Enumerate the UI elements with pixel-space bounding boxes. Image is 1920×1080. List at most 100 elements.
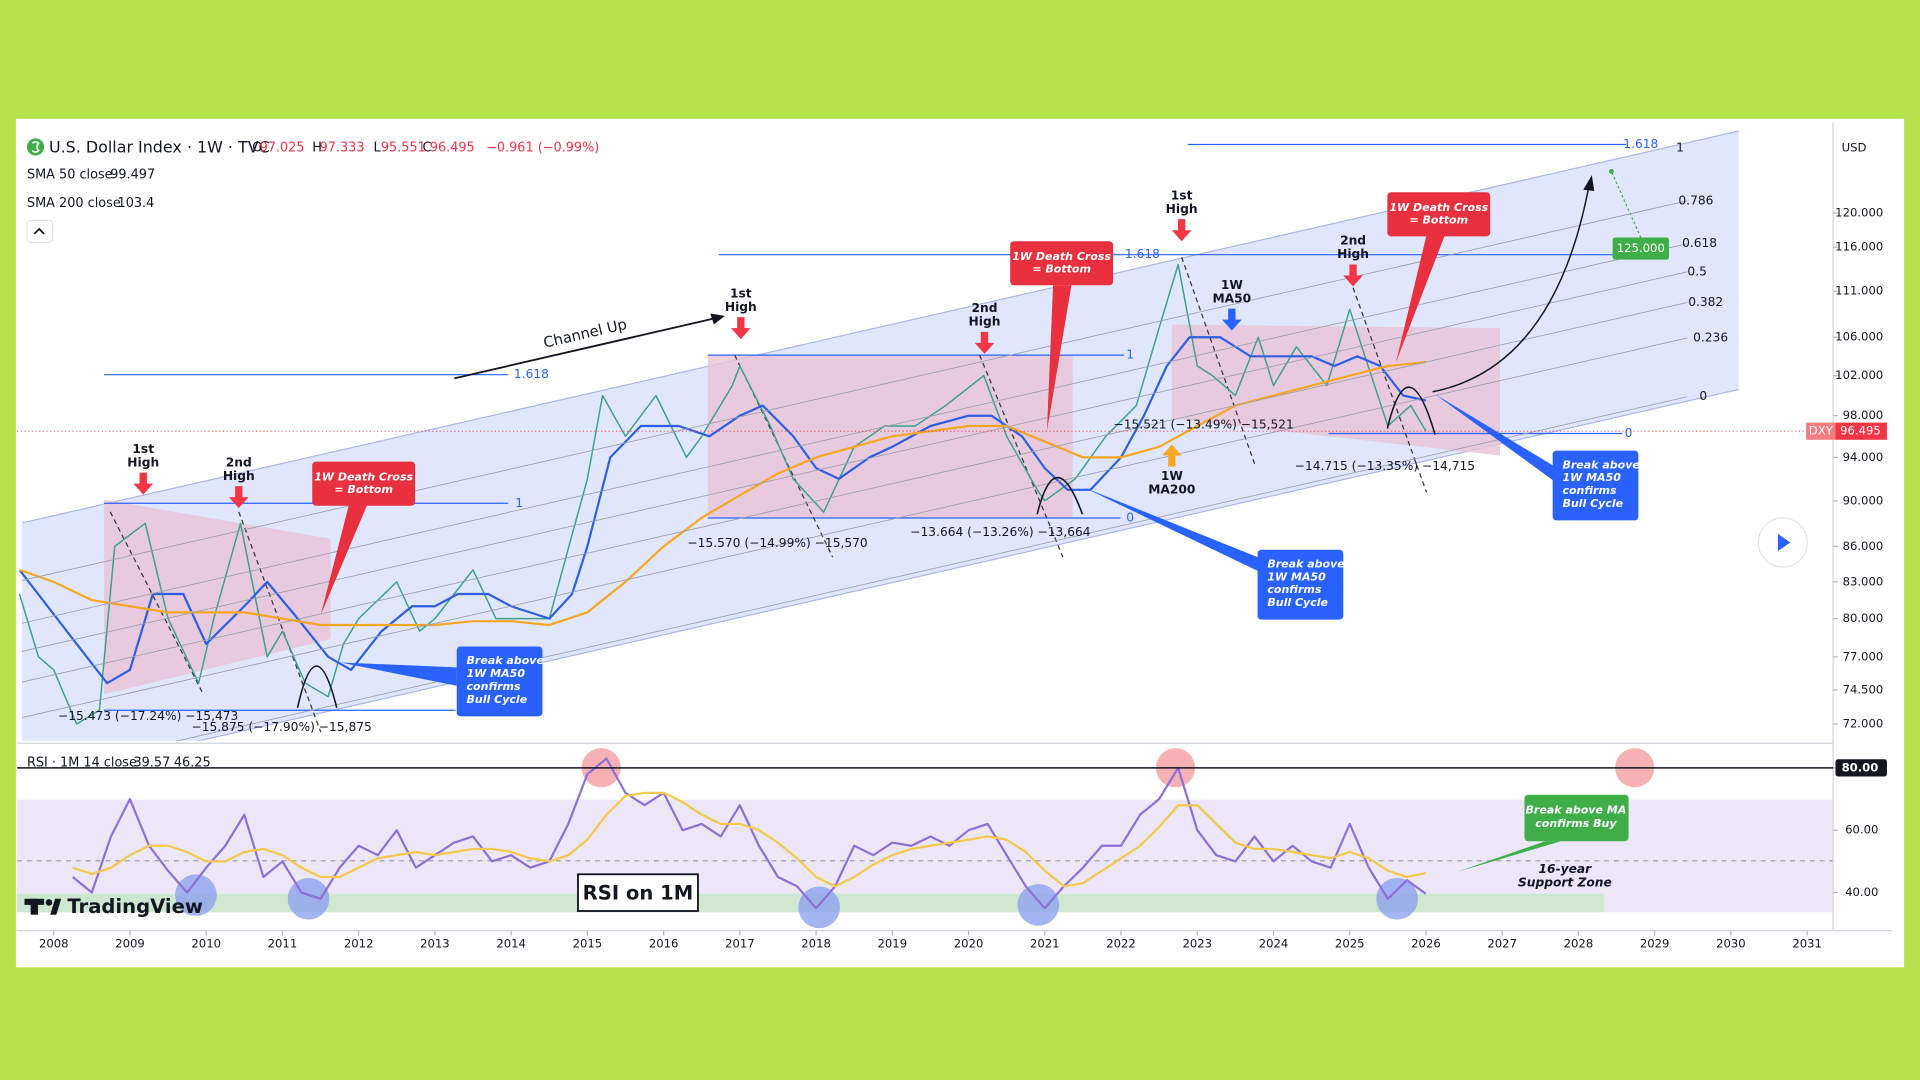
high-label: 1st	[1171, 188, 1193, 202]
fib-label: 1.618	[1623, 137, 1658, 151]
legend-name: SMA 50 close	[27, 168, 113, 183]
logo-mark	[50, 898, 62, 915]
y-tick-label: 74.500	[1843, 682, 1884, 696]
y-tick-label: 102.000	[1835, 368, 1883, 382]
x-tick-label: 2011	[268, 937, 298, 951]
legend-name: SMA 200 close	[27, 196, 121, 211]
y-tick-label: 106.000	[1835, 330, 1883, 344]
y-tick-label: 77.000	[1843, 649, 1884, 663]
arrow	[1343, 264, 1363, 287]
legend-value: 103.4	[118, 196, 155, 211]
low-circle	[175, 874, 217, 916]
buy-label: Break above MA	[1526, 804, 1627, 817]
x-tick-label: 2025	[1335, 937, 1365, 951]
break-label: 1W MA50	[1267, 570, 1326, 583]
collapse-icon	[33, 227, 45, 235]
logo-mark	[24, 898, 45, 905]
logo-mark	[45, 899, 53, 906]
fib-label: 0.5	[1687, 264, 1706, 278]
fib-label: 0.382	[1688, 295, 1723, 309]
x-tick-label: 2020	[954, 937, 984, 951]
fib-line	[21, 302, 1688, 683]
x-tick-label: 2018	[801, 937, 831, 951]
series-group	[18, 263, 1427, 725]
legend-value: 46.25	[174, 755, 211, 770]
price-box	[1835, 422, 1887, 440]
symbol-glyph	[31, 140, 40, 153]
fib-line	[175, 396, 1688, 741]
measure-line	[1181, 256, 1256, 466]
arrow-head	[710, 313, 725, 325]
rsi-box-label: RSI on 1M	[583, 881, 694, 904]
ohlc-key: H	[312, 141, 322, 156]
break-box	[1552, 450, 1639, 521]
high-label: 2nd	[971, 301, 997, 315]
y-tick-label: 111.000	[1835, 284, 1883, 298]
high-label: 1st	[730, 286, 752, 300]
measure-label: −14.715 (−13.35%) −14,715	[1295, 459, 1475, 473]
symbol-label: DXY	[1809, 424, 1834, 438]
fib-line	[21, 337, 1688, 718]
x-tick-label: 2023	[1182, 937, 1212, 951]
y-tick-label: 98.000	[1843, 408, 1884, 422]
y-tick-label: 120.000	[1835, 206, 1883, 220]
x-tick-label: 2015	[573, 937, 603, 951]
high-label: High	[223, 469, 255, 483]
high-label: High	[1166, 202, 1198, 216]
break-label: Break above	[1562, 458, 1640, 471]
death-cross-label: = Bottom	[1409, 213, 1468, 226]
high-label: High	[969, 315, 1001, 329]
measure-label: −15.473 (−17.24%) −15,473	[58, 709, 238, 723]
arrow	[731, 317, 751, 340]
measure-label: −15.875 (−17.90%) −15,875	[191, 720, 371, 734]
buy-label: confirms Buy	[1535, 817, 1617, 830]
change: −0.961 (−0.99%)	[486, 141, 599, 156]
pointer	[1046, 285, 1072, 432]
ohlc-value: 97.025	[260, 141, 305, 156]
x-tick-label: 2028	[1564, 937, 1594, 951]
arrow-head	[1583, 175, 1595, 192]
x-tick-label: 2014	[496, 937, 526, 951]
death-cross-label: 1W Death Cross	[314, 471, 413, 484]
level-label: 1.618	[1125, 247, 1160, 261]
high-label: 1st	[132, 442, 154, 456]
arc	[296, 665, 338, 708]
break-box	[456, 646, 543, 717]
death-cross-box	[312, 461, 416, 506]
x-tick-label: 2031	[1792, 937, 1822, 951]
target-dot	[1608, 168, 1614, 174]
high-label: 2nd	[226, 455, 252, 469]
target-label: 125.000	[1617, 241, 1665, 255]
channel-edge	[196, 388, 1739, 741]
title: U.S. Dollar Index · 1W · TVC	[49, 138, 270, 157]
series-line	[72, 757, 1427, 910]
x-tick-label: 2030	[1716, 937, 1746, 951]
fib-label: 0.786	[1678, 193, 1713, 207]
low-circle	[1017, 884, 1060, 926]
support-label: 16-year	[1539, 862, 1593, 876]
death-cross-label: 1W Death Cross	[1012, 250, 1111, 263]
low-circle	[287, 877, 330, 920]
rsi-box	[577, 873, 699, 912]
ohlc-key: L	[373, 141, 381, 156]
ma-label: 1W	[1161, 469, 1184, 483]
death-cross-box	[1387, 192, 1491, 237]
drawings	[21, 130, 1739, 741]
death-cross-box	[1010, 241, 1114, 286]
x-tick-label: 2017	[725, 937, 755, 951]
y-tick-label: 94.000	[1843, 450, 1884, 464]
y-tick-label: 83.000	[1843, 574, 1884, 588]
logo-mark	[30, 898, 38, 915]
series-layer	[18, 200, 1688, 910]
target-box	[1612, 237, 1669, 260]
measure-line	[1352, 287, 1428, 493]
level-label: 0	[1625, 426, 1633, 440]
rsi-decor	[17, 748, 1834, 929]
level-label: 1.618	[514, 367, 549, 381]
break-label: Bull Cycle	[1267, 596, 1328, 609]
collapse-button[interactable]	[26, 219, 54, 244]
y-tick-label: 86.000	[1843, 539, 1884, 553]
arrow	[228, 486, 249, 509]
break-label: confirms	[1267, 583, 1322, 596]
